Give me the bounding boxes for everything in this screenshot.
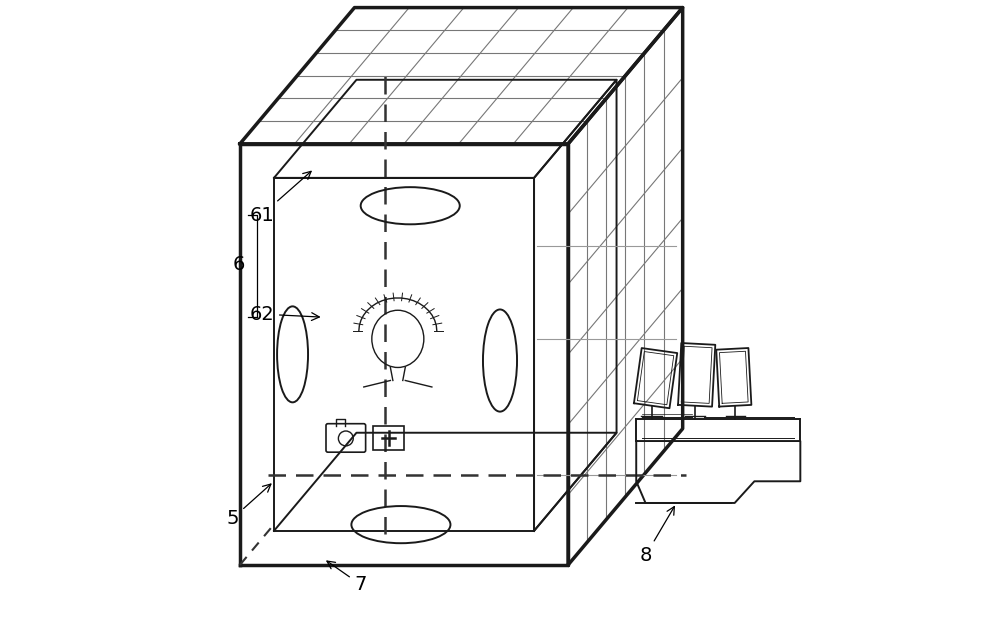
Text: 62: 62 — [249, 305, 319, 323]
Bar — [373, 425, 404, 450]
Text: 8: 8 — [639, 506, 674, 565]
Text: 5: 5 — [226, 484, 271, 528]
Text: 61: 61 — [249, 171, 311, 225]
Text: 6: 6 — [233, 255, 245, 274]
Text: 7: 7 — [327, 561, 367, 594]
